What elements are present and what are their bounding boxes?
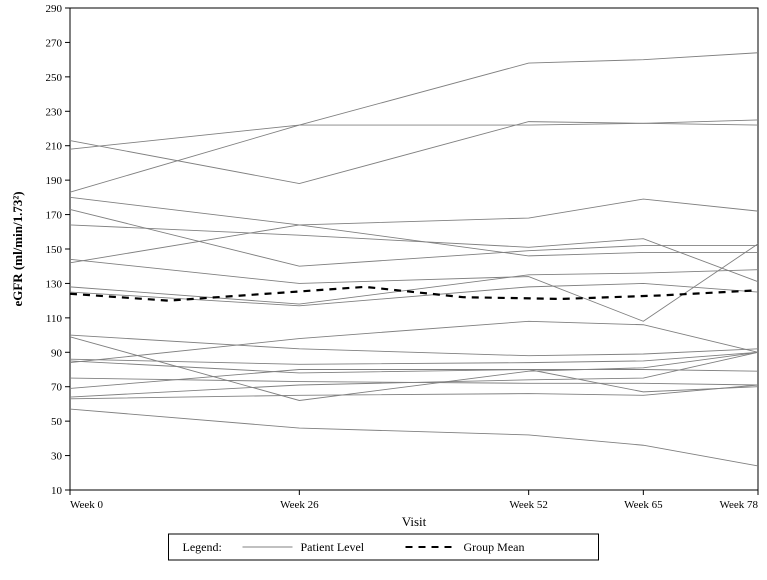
y-tick-label: 130 — [46, 278, 63, 290]
patient-line — [70, 122, 758, 184]
legend-patient-label: Patient Level — [301, 540, 365, 554]
y-tick-label: 270 — [46, 37, 63, 49]
x-tick-label: Week 65 — [624, 499, 663, 511]
patient-line — [70, 244, 758, 321]
y-axis-label: eGFR (ml/min/1.73²) — [10, 191, 25, 306]
patient-line — [70, 197, 758, 225]
patient-line — [70, 270, 758, 304]
y-tick-label: 30 — [51, 451, 63, 463]
line-chart: 10 30 50 70 90 110 130 150 170 190 210 230 250 270 290… — [0, 0, 767, 580]
x-tick-label: Week 0 — [70, 499, 104, 511]
y-tick-label: 170 — [46, 210, 63, 222]
y-tick-label: 70 — [51, 382, 63, 394]
patient-line — [70, 209, 758, 266]
x-axis-label: Visit — [402, 514, 427, 529]
chart-container: 10 30 50 70 90 110 130 150 170 190 210 230 250 270 290… — [0, 0, 767, 580]
y-tick-label: 150 — [46, 244, 63, 256]
legend-box — [169, 534, 599, 560]
legend-group-label: Group Mean — [464, 540, 525, 554]
y-tick-label: 90 — [51, 347, 63, 359]
y-tick-label: 210 — [46, 141, 63, 153]
patient-line — [70, 352, 758, 364]
patient-line — [70, 409, 758, 466]
y-tick-label: 250 — [46, 72, 63, 84]
patient-line — [70, 225, 758, 263]
patient-line — [70, 378, 758, 385]
patient-line — [70, 335, 758, 356]
patient-line — [70, 53, 758, 149]
x-tick-label: Week 78 — [719, 499, 758, 511]
y-tick-label: 290 — [46, 3, 63, 15]
x-tick-label: Week 26 — [280, 499, 319, 511]
y-tick-label: 190 — [46, 175, 63, 187]
legend-title: Legend: — [183, 540, 222, 554]
patient-line — [70, 120, 758, 192]
patient-line — [70, 352, 758, 397]
y-tick-label: 10 — [51, 485, 63, 497]
x-tick-label: Week 52 — [509, 499, 548, 511]
y-tick-label: 230 — [46, 106, 63, 118]
y-tick-label: 110 — [46, 313, 63, 325]
patient-line — [70, 321, 758, 362]
y-tick-label: 50 — [51, 416, 63, 428]
